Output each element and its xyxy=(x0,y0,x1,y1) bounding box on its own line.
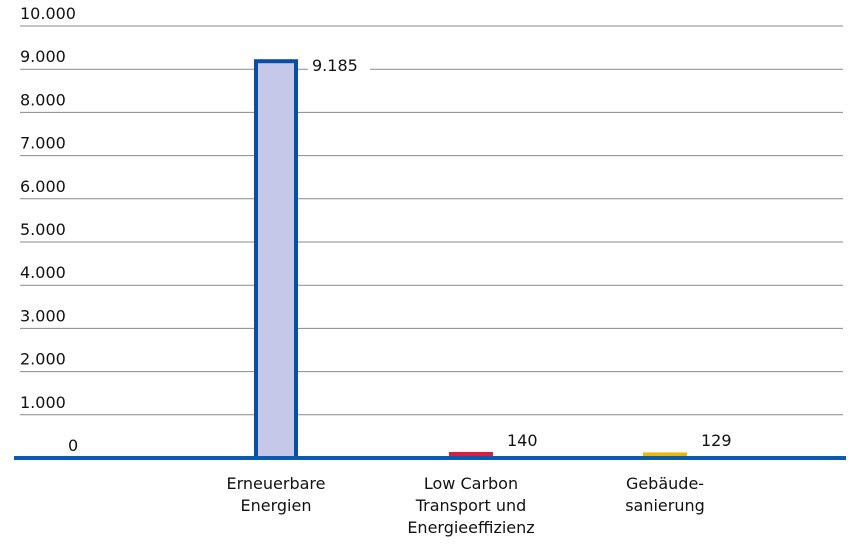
category-label-line: Energien xyxy=(241,496,312,515)
y-tick-label: 7.000 xyxy=(20,134,66,153)
x-category-label: Erneuerbare Energien xyxy=(227,474,326,515)
x-category-label: Gebäude-sanierung xyxy=(625,474,705,515)
category-label-line: Energieeffizienz xyxy=(407,518,534,537)
category-label-line: Gebäude- xyxy=(626,474,704,493)
bar-value-label: 129 xyxy=(701,431,732,450)
bar xyxy=(449,451,493,458)
gridlines xyxy=(20,25,843,416)
y-tick-label: 4.000 xyxy=(20,263,66,282)
bar xyxy=(254,59,298,460)
bar xyxy=(643,452,687,458)
y-tick-label: 1.000 xyxy=(20,393,66,412)
category-label-line: Erneuerbare xyxy=(227,474,326,493)
category-label-line: sanierung xyxy=(625,496,705,515)
category-label-line: Transport und xyxy=(415,496,527,515)
y-tick-label: 8.000 xyxy=(20,90,66,109)
y-tick-label: 3.000 xyxy=(20,306,66,325)
y-tick-label: 10.000 xyxy=(20,4,76,23)
label-background xyxy=(308,51,370,72)
bars xyxy=(254,59,687,460)
y-tick-label: 2.000 xyxy=(20,350,66,369)
y-tick-label: 5.000 xyxy=(20,220,66,239)
y-tick-label: 0 xyxy=(68,436,78,455)
labels: 0 1.000 2.000 3.000 4.000 5.000 6.000 7.000 8.00… xyxy=(20,4,732,537)
bar-value-label: 9.185 xyxy=(312,56,358,75)
y-tick-label: 6.000 xyxy=(20,177,66,196)
y-tick-label: 9.000 xyxy=(20,47,66,66)
x-category-label: Low Carbon Transport und Energieeffizienz xyxy=(407,474,534,537)
category-label-line: Low Carbon xyxy=(424,474,518,493)
bar-value-label: 140 xyxy=(507,431,538,450)
